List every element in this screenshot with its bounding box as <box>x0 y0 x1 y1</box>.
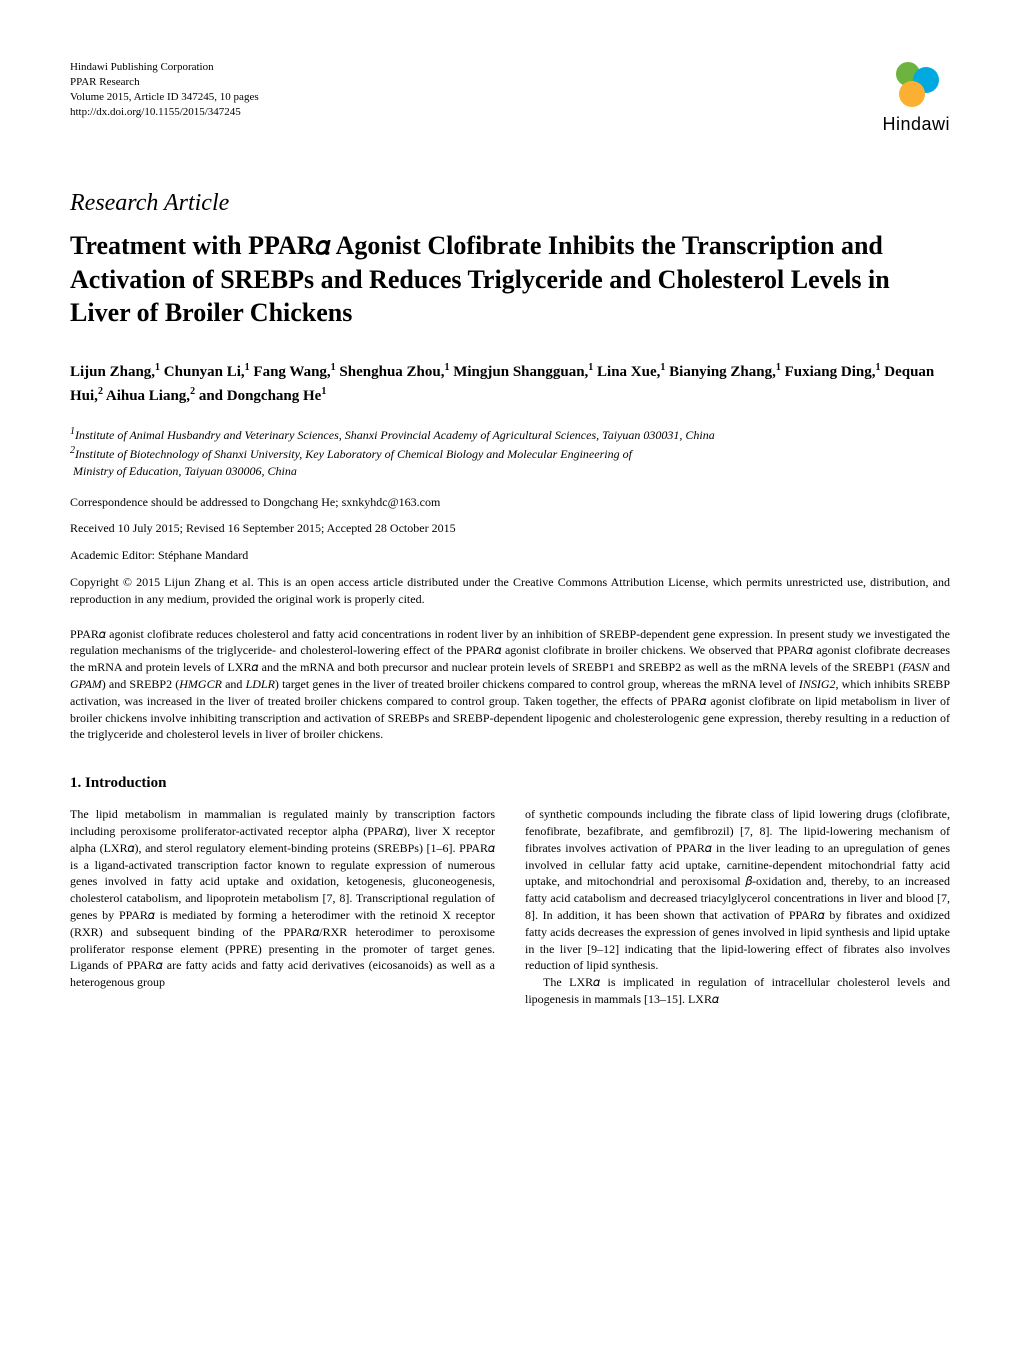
two-column-body: The lipid metabolism in mammalian is reg… <box>70 806 950 1008</box>
dates: Received 10 July 2015; Revised 16 Septem… <box>70 520 950 537</box>
publisher-info: Hindawi Publishing Corporation PPAR Rese… <box>70 60 259 119</box>
academic-editor: Academic Editor: Stéphane Mandard <box>70 547 950 564</box>
publisher-line: Volume 2015, Article ID 347245, 10 pages <box>70 90 259 105</box>
copyright: Copyright © 2015 Lijun Zhang et al. This… <box>70 574 950 608</box>
publisher-line: Hindawi Publishing Corporation <box>70 60 259 75</box>
correspondence: Correspondence should be addressed to Do… <box>70 494 950 511</box>
article-title: Treatment with PPAR𝛼 Agonist Clofibrate … <box>70 229 950 330</box>
hindawi-logo-text: Hindawi <box>882 112 950 137</box>
publisher-line: http://dx.doi.org/10.1155/2015/347245 <box>70 105 259 120</box>
column-left: The lipid metabolism in mammalian is reg… <box>70 806 495 1008</box>
hindawi-logo: Hindawi <box>882 60 950 137</box>
publisher-line: PPAR Research <box>70 75 259 90</box>
article-type: Research Article <box>70 187 950 221</box>
section-heading: 1. Introduction <box>70 773 950 794</box>
column-right: of synthetic compounds including the fib… <box>525 806 950 1008</box>
affiliations: 1Institute of Animal Husbandry and Veter… <box>70 425 950 479</box>
abstract: PPAR𝛼 agonist clofibrate reduces cholest… <box>70 626 950 744</box>
authors: Lijun Zhang,1 Chunyan Li,1 Fang Wang,1 S… <box>70 360 950 407</box>
hindawi-logo-icon <box>884 60 948 110</box>
header-row: Hindawi Publishing Corporation PPAR Rese… <box>70 60 950 137</box>
